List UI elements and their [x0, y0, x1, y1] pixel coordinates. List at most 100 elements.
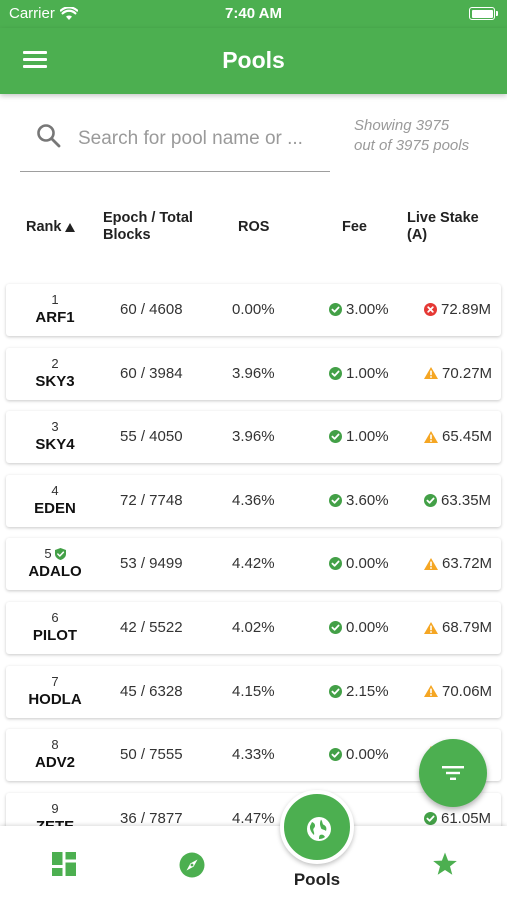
fee-check-icon — [329, 748, 342, 762]
search-input[interactable] — [78, 122, 326, 156]
rank-number: 3 — [51, 419, 58, 434]
stake-error-icon — [424, 303, 437, 316]
dashboard-icon — [52, 852, 76, 876]
stake-warning-icon — [424, 367, 438, 380]
fee-value: 3.00% — [346, 301, 389, 318]
rank-cell: 3 SKY4 — [6, 418, 104, 453]
ros-value: 4.36% — [232, 491, 275, 509]
ros-value: 0.00% — [232, 301, 275, 318]
epoch-blocks: 72 / 7748 — [120, 491, 183, 509]
header-ros[interactable]: ROS — [238, 219, 270, 235]
pool-row[interactable]: 3 SKY4 55 / 4050 3.96% 1.00% 65.45M — [6, 411, 501, 464]
epoch-blocks: 50 / 7555 — [120, 746, 183, 764]
rank-number: 5 — [44, 546, 66, 562]
globe-icon — [307, 817, 331, 841]
rank-value: 4 — [51, 482, 59, 498]
pool-row[interactable]: 1 ARF1 60 / 4608 0.00% 3.00% 72.89M — [6, 284, 501, 336]
pool-ticker: ADALO — [28, 563, 82, 581]
fee-check-icon — [329, 430, 342, 444]
results-count: Showing 3975 out of 3975 pools — [354, 116, 504, 156]
fee-value: 0.00% — [346, 619, 389, 636]
fee-check-icon — [329, 621, 342, 634]
fee-cell: 1.00% — [329, 428, 389, 445]
header-stake-line2: (A) — [407, 227, 428, 243]
stake-cell: 65.45M — [424, 428, 492, 445]
stake-ok-icon — [424, 493, 437, 507]
fee-value: 1.00% — [346, 428, 389, 446]
fee-value: 0.00% — [346, 555, 389, 573]
wifi-icon — [59, 6, 78, 20]
header-live-stake[interactable]: Live Stake (A) — [407, 210, 479, 244]
fee-cell: 0.00% — [329, 555, 389, 572]
stake-value: 63.35M — [441, 491, 492, 509]
nav-explore[interactable] — [167, 826, 215, 900]
bottom-navigation — [0, 826, 507, 900]
stake-warning-icon — [424, 685, 438, 698]
rank-value: 1 — [51, 292, 59, 307]
rank-value: 2 — [51, 355, 59, 371]
ros-value: 3.96% — [232, 428, 275, 446]
rank-number: 4 — [51, 483, 58, 498]
header-stake-line1: Live Stake — [407, 210, 479, 226]
fee-value: 3.60% — [346, 491, 389, 509]
search-field[interactable] — [20, 106, 330, 172]
filter-icon — [442, 766, 464, 780]
stake-cell: 68.79M — [424, 619, 492, 636]
fee-check-icon — [329, 557, 342, 571]
stake-cell: 63.72M — [424, 555, 492, 572]
nav-pools-button[interactable] — [280, 790, 354, 864]
header-epoch-line2: Blocks — [103, 227, 151, 243]
filter-button[interactable] — [419, 739, 487, 807]
results-count-line2: out of 3975 pools — [354, 137, 470, 154]
pool-row[interactable]: 5 ADALO 53 / 9499 4.42% 0.00% 63.72M — [6, 538, 501, 591]
fee-value: 2.15% — [346, 682, 389, 700]
header-epoch-blocks[interactable]: Epoch / Total Blocks — [103, 210, 193, 244]
stake-value: 72.89M — [441, 301, 492, 318]
pool-row[interactable]: 7 HODLA 45 / 6328 4.15% 2.15% 70.06M — [6, 665, 501, 718]
stake-ok-icon — [424, 811, 437, 825]
ros-value: 4.15% — [232, 682, 275, 700]
pool-row[interactable]: 4 EDEN 72 / 7748 4.36% 3.60% 63.35M — [6, 474, 501, 527]
epoch-blocks: 42 / 5522 — [120, 619, 183, 636]
pool-ticker: HODLA — [28, 690, 82, 708]
ros-value: 4.42% — [232, 555, 275, 573]
rank-number: 9 — [51, 801, 58, 816]
nav-pools-label: Pools — [293, 870, 341, 889]
fee-check-icon — [329, 493, 342, 507]
rank-number: 8 — [51, 737, 58, 752]
fee-check-icon — [329, 684, 342, 698]
results-count-line1: Showing 3975 — [354, 117, 450, 134]
status-bar: Carrier 7:40 AM — [0, 0, 507, 28]
app-bar: Pools — [0, 28, 507, 94]
pool-row[interactable]: 2 SKY3 60 / 3984 3.96% 1.00% 70.27M — [6, 347, 501, 400]
rank-cell: 4 EDEN — [6, 482, 104, 517]
nav-dashboard[interactable] — [40, 826, 88, 900]
rank-number: 6 — [51, 610, 58, 625]
nav-favorites[interactable] — [420, 826, 468, 900]
epoch-blocks: 60 / 4608 — [120, 301, 183, 318]
rank-value: 5 — [44, 546, 52, 562]
rank-cell: 7 HODLA — [6, 673, 104, 708]
pool-ticker: SKY4 — [35, 436, 75, 454]
status-time: 7:40 AM — [225, 5, 282, 22]
page-title: Pools — [222, 47, 285, 73]
pool-ticker: SKY3 — [35, 372, 75, 390]
header-fee[interactable]: Fee — [342, 219, 367, 235]
rank-number: 2 — [51, 356, 58, 371]
stake-value: 70.27M — [442, 364, 493, 382]
search-icon — [37, 124, 61, 148]
hamburger-menu-icon[interactable] — [23, 51, 47, 69]
fee-cell: 3.60% — [329, 492, 389, 509]
epoch-blocks: 60 / 3984 — [120, 364, 183, 382]
pool-row[interactable]: 6 PILOT 42 / 5522 4.02% 0.00% 68.79M — [6, 602, 501, 654]
fee-value: 0.00% — [346, 746, 389, 764]
rank-value: 9 — [51, 800, 59, 816]
ros-value: 4.02% — [232, 619, 275, 636]
rank-number: 7 — [51, 674, 58, 689]
stake-value: 70.06M — [442, 682, 493, 700]
header-rank-label: Rank — [26, 219, 62, 235]
compass-icon — [179, 852, 205, 878]
rank-cell: 6 PILOT — [6, 609, 104, 644]
rank-cell: 1 ARF1 — [6, 291, 104, 326]
header-rank[interactable]: Rank — [26, 219, 76, 236]
